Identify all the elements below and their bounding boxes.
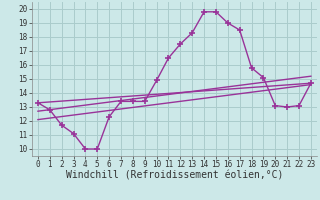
X-axis label: Windchill (Refroidissement éolien,°C): Windchill (Refroidissement éolien,°C) (66, 171, 283, 181)
